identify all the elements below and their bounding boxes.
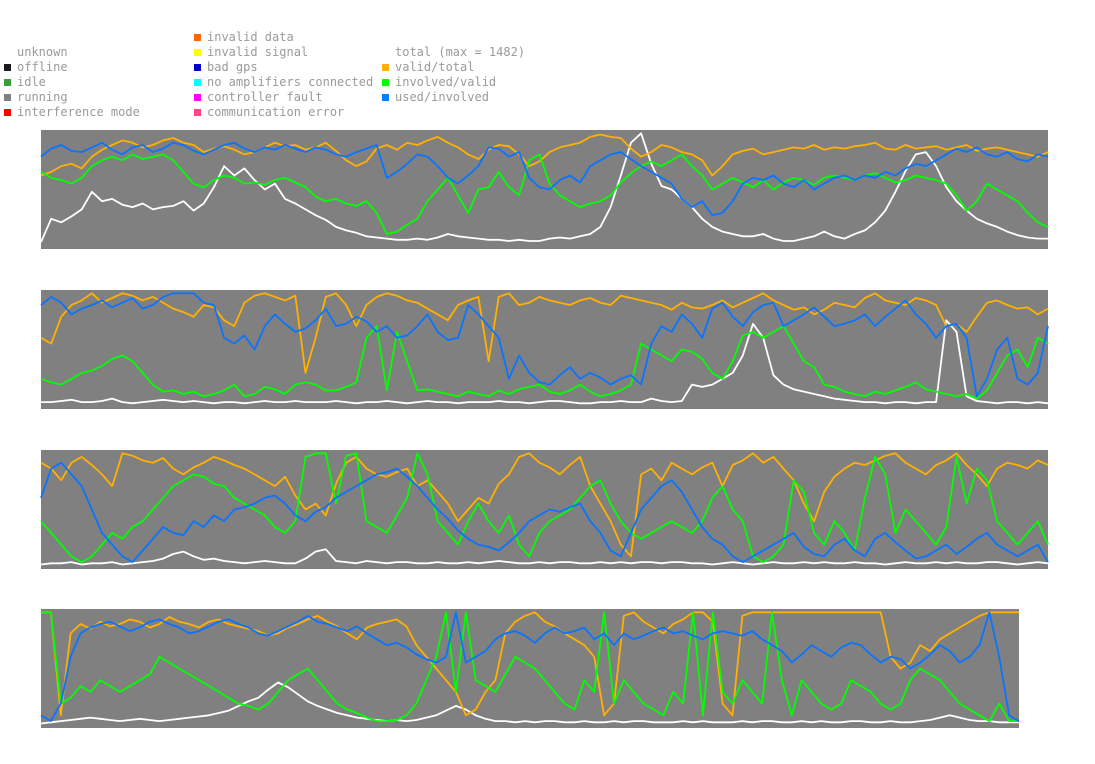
legend-swatch <box>194 79 201 86</box>
legend-item: idle <box>4 75 140 90</box>
plot-background <box>41 450 1048 569</box>
legend-label: idle <box>17 75 46 89</box>
legend-label: running <box>17 90 68 104</box>
chart-panel <box>40 609 1020 728</box>
legend-label: valid/total <box>395 60 475 74</box>
legend-swatch <box>194 64 201 71</box>
legend-swatch <box>194 109 201 116</box>
used-involved-line <box>40 292 1049 398</box>
legend-item: controller fault <box>194 90 373 105</box>
legend-error-column: invalid data invalid signal bad gps no ampl… <box>194 30 373 120</box>
legend-swatch <box>194 34 201 41</box>
legend-swatch <box>194 49 201 56</box>
chart-panel <box>40 290 1049 409</box>
legend-item: offline <box>4 60 140 75</box>
legend-status-column: unknown offline idle running interference mo… <box>4 45 140 120</box>
legend-swatch <box>382 64 389 71</box>
legend-label: used/involved <box>395 90 489 104</box>
legend-swatch <box>4 94 11 101</box>
plot-background <box>41 609 1019 728</box>
legend-label: unknown <box>17 45 68 59</box>
legend-item: valid/total <box>382 60 525 75</box>
legend-swatch <box>382 94 389 101</box>
total-line <box>40 132 1048 243</box>
involved-valid-line <box>40 325 1049 400</box>
legend-ratio-column: total (max = 1482) valid/total involved/va… <box>382 45 525 105</box>
involved-valid-line <box>41 611 1019 722</box>
legend-label: controller fault <box>207 90 323 104</box>
legend-swatch <box>4 64 11 71</box>
legend-swatch <box>194 94 201 101</box>
legend-label: bad gps <box>207 60 258 74</box>
legend-item: no amplifiers connected <box>194 75 373 90</box>
legend-label: offline <box>17 60 68 74</box>
legend-item: used/involved <box>382 90 525 105</box>
used-involved-line <box>40 461 1049 563</box>
valid-total-line <box>41 611 1019 717</box>
legend-label: total (max = 1482) <box>395 45 526 59</box>
chart-panel <box>40 130 1049 249</box>
legend-item: involved/valid <box>382 75 525 90</box>
legend-swatch <box>382 79 389 86</box>
valid-total-line <box>40 452 1049 558</box>
legend-item: invalid signal <box>194 45 373 60</box>
valid-total-line <box>40 133 1049 177</box>
legend-item: running <box>4 90 140 105</box>
valid-total-line <box>40 292 1049 374</box>
legend-item: bad gps <box>194 60 373 75</box>
legend-label: no amplifiers connected <box>207 75 374 89</box>
legend-item: interference mode <box>4 105 140 120</box>
involved-valid-line <box>40 452 1049 563</box>
legend-swatch <box>4 79 11 86</box>
used-involved-line <box>40 611 1020 722</box>
legend-label: communication error <box>207 105 345 119</box>
legend-item: total (max = 1482) <box>382 45 525 60</box>
legend-swatch <box>4 109 11 116</box>
total-line <box>41 319 1049 405</box>
legend: unknown offline idle running interference mo… <box>0 0 1095 125</box>
chart-panel <box>40 450 1049 569</box>
legend-label: involved/valid <box>395 75 497 89</box>
legend-item: invalid data <box>194 30 373 45</box>
legend-label: invalid data <box>207 30 294 44</box>
legend-item: unknown <box>4 45 140 60</box>
total-line <box>40 548 1049 566</box>
legend-label: invalid signal <box>207 45 309 59</box>
used-involved-line <box>40 141 1049 217</box>
legend-item: communication error <box>194 105 373 120</box>
total-line <box>40 681 1019 725</box>
legend-label: interference mode <box>17 105 140 119</box>
